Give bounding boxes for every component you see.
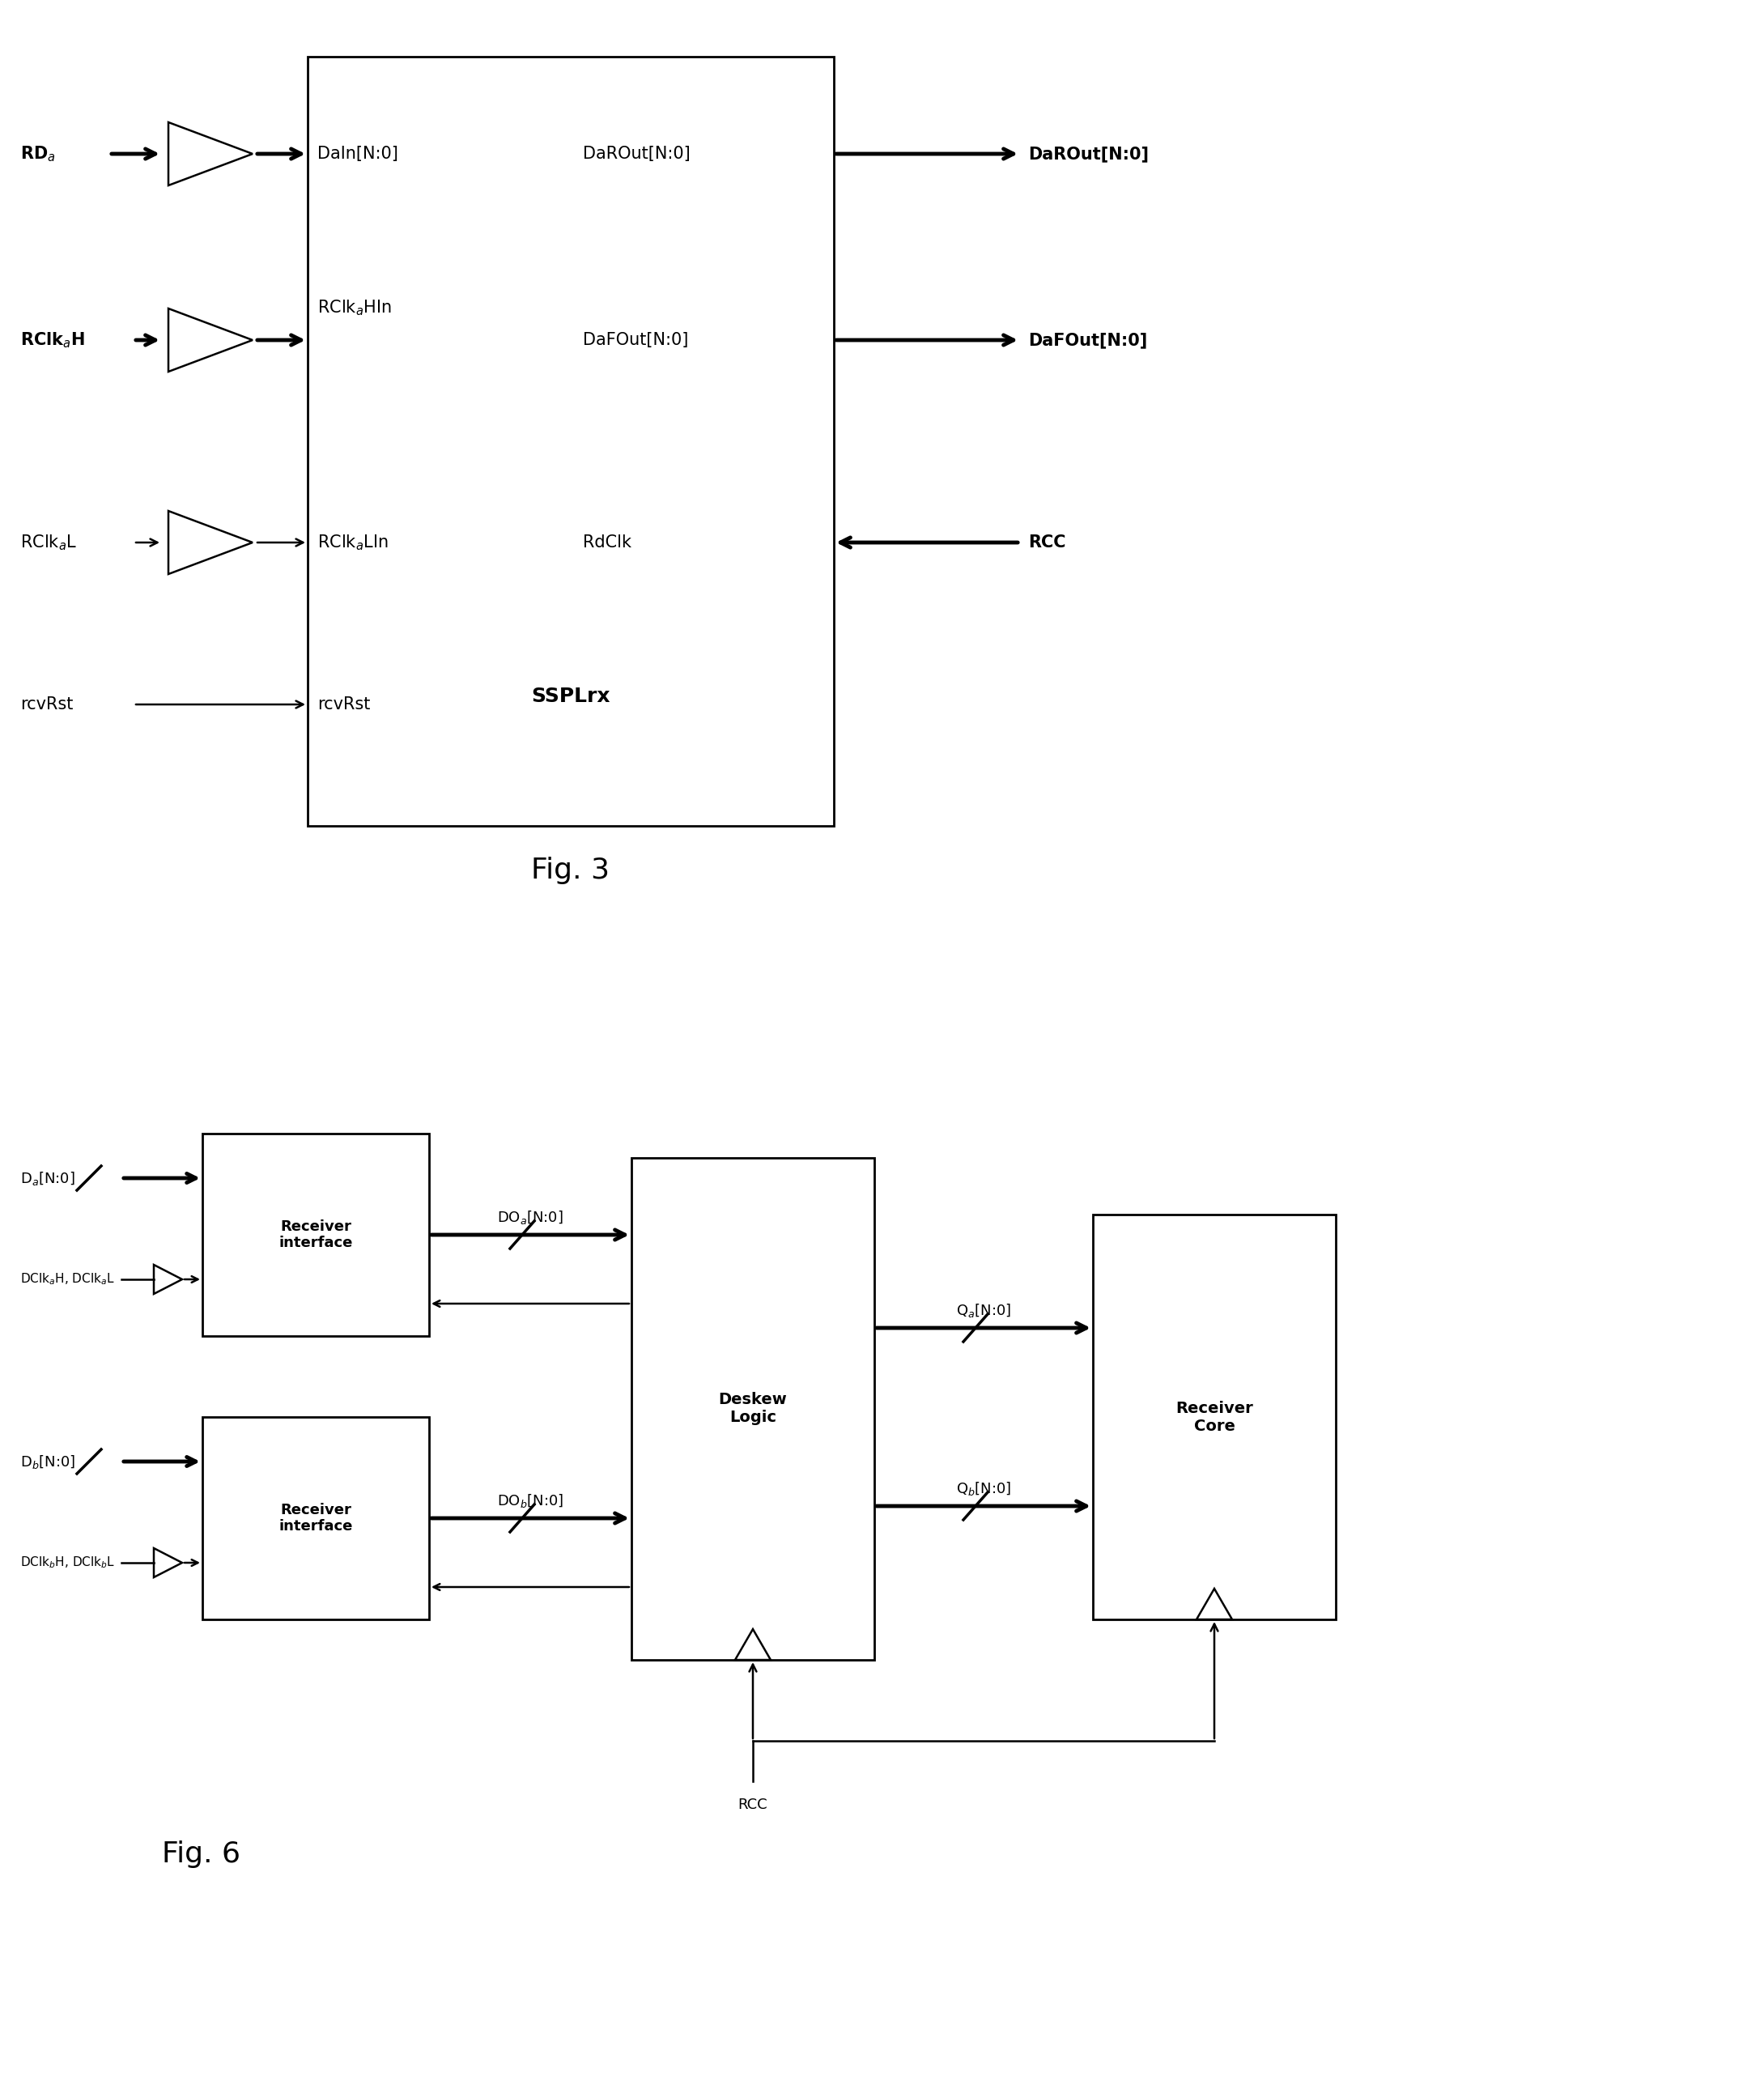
Text: DaFOut[N:0]: DaFOut[N:0] [582,332,688,348]
Text: RClk$_a$HIn: RClk$_a$HIn [318,298,392,317]
Bar [1094,1216,1335,1620]
Text: Q$_b$[N:0]: Q$_b$[N:0] [956,1480,1011,1497]
Text: D$_a$[N:0]: D$_a$[N:0] [19,1170,76,1186]
Text: RdClk: RdClk [582,534,632,550]
Text: Fig. 3: Fig. 3 [531,857,610,884]
Text: rcvRst: rcvRst [318,696,370,713]
Text: RCC: RCC [737,1797,767,1812]
Bar [203,1418,429,1620]
Text: Receiver
interface: Receiver interface [279,1503,353,1535]
Text: DaROut[N:0]: DaROut[N:0] [582,146,690,163]
Text: D$_b$[N:0]: D$_b$[N:0] [19,1453,76,1470]
Text: RCC: RCC [1028,534,1065,550]
Bar [307,56,834,826]
Text: DClk$_b$H, DClk$_b$L: DClk$_b$H, DClk$_b$L [19,1555,115,1570]
Text: RClk$_a$H: RClk$_a$H [19,332,85,350]
Text: DO$_a$[N:0]: DO$_a$[N:0] [497,1209,563,1226]
Text: SSPLrx: SSPLrx [531,686,610,707]
Text: DaFOut[N:0]: DaFOut[N:0] [1028,332,1147,348]
Bar [632,1157,875,1660]
Text: Fig. 6: Fig. 6 [162,1841,240,1868]
Text: rcvRst: rcvRst [19,696,72,713]
Bar [203,1134,429,1336]
Text: Receiver
interface: Receiver interface [279,1220,353,1251]
Text: DaIn[N:0]: DaIn[N:0] [318,146,399,163]
Text: DaROut[N:0]: DaROut[N:0] [1028,146,1148,163]
Text: Receiver
Core: Receiver Core [1175,1401,1252,1434]
Text: Q$_a$[N:0]: Q$_a$[N:0] [956,1301,1011,1318]
Text: RD$_a$: RD$_a$ [19,144,55,163]
Text: DO$_b$[N:0]: DO$_b$[N:0] [497,1493,563,1510]
Text: RClk$_a$L: RClk$_a$L [19,534,78,553]
Text: RClk$_a$LIn: RClk$_a$LIn [318,534,388,553]
Text: DClk$_a$H, DClk$_a$L: DClk$_a$H, DClk$_a$L [19,1272,115,1286]
Text: Deskew
Logic: Deskew Logic [718,1393,787,1426]
